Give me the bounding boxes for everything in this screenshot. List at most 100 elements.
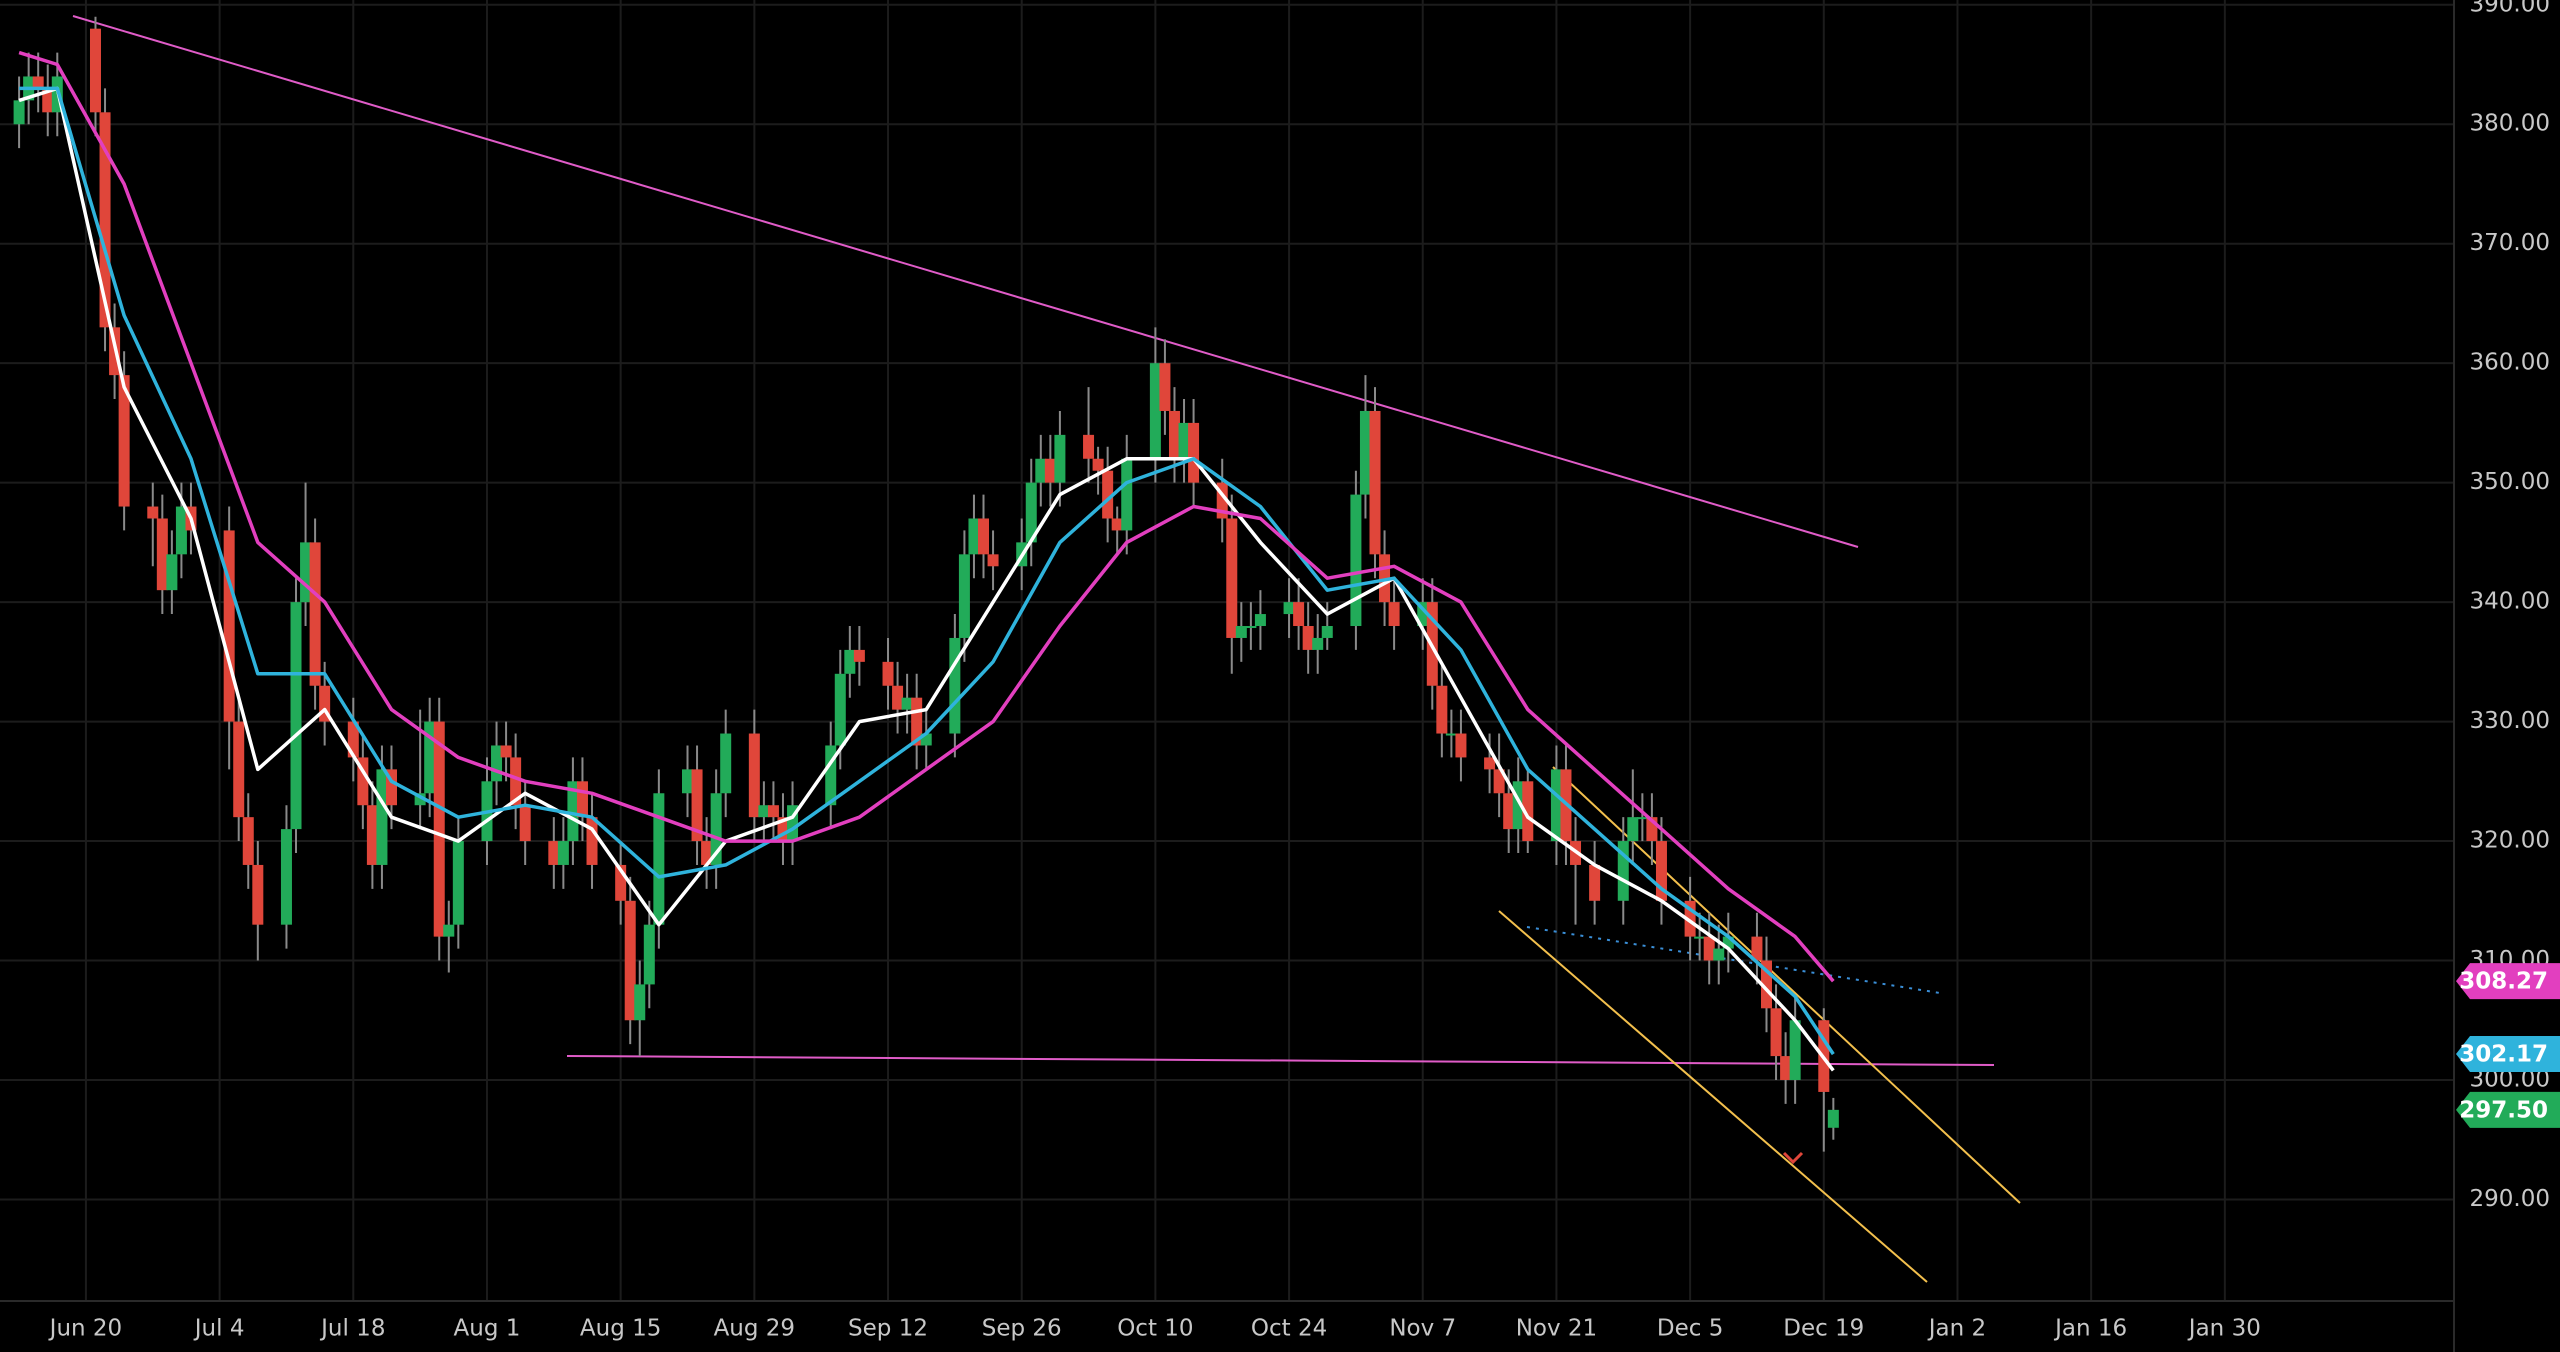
candle-body: [1417, 602, 1429, 627]
candle-body: [1703, 936, 1715, 961]
candle-body: [624, 900, 636, 1021]
x-tick-label: Oct 24: [1251, 1316, 1327, 1342]
candle-body: [1149, 363, 1161, 459]
candle-body: [1388, 602, 1400, 627]
candle-body: [1044, 458, 1056, 483]
y-tick-label: 360.00: [2470, 350, 2550, 376]
candle-body: [720, 733, 732, 794]
candle-body: [452, 841, 464, 925]
price-tag-label: 302.17: [2459, 1042, 2548, 1068]
candle-body: [1445, 733, 1457, 736]
candle-body: [89, 28, 101, 113]
candle-body: [1722, 936, 1734, 949]
candle-body: [968, 518, 980, 555]
candle-body: [1025, 482, 1037, 543]
candle-body: [557, 841, 569, 865]
y-tick-label: 380.00: [2470, 111, 2550, 137]
x-tick-label: Nov 21: [1516, 1316, 1597, 1342]
candle-body: [1216, 482, 1228, 519]
candle-body: [1254, 614, 1266, 627]
candle-body: [1283, 602, 1295, 615]
candle-body: [1302, 626, 1314, 650]
candle-body: [1178, 422, 1190, 459]
candle-body: [118, 375, 130, 507]
candle-body: [1111, 518, 1123, 531]
y-tick-label: 370.00: [2470, 230, 2550, 256]
candle-body: [958, 554, 970, 638]
moving-average-line: [19, 86, 1835, 1056]
candle-body: [844, 649, 856, 674]
y-tick-label: 320.00: [2470, 828, 2550, 854]
candle-body: [710, 793, 722, 865]
candle-body: [1102, 470, 1114, 519]
candle-body: [1827, 1109, 1839, 1128]
candle-body: [1159, 363, 1171, 411]
candle-body: [519, 805, 531, 842]
candle-body: [615, 864, 627, 901]
candle-body: [634, 984, 646, 1021]
candle-body: [653, 793, 665, 925]
candle-body: [280, 829, 292, 925]
candle-body: [643, 924, 655, 985]
candle-body: [1655, 841, 1667, 901]
candle-body: [1684, 900, 1696, 937]
candle-body: [166, 554, 178, 591]
y-tick-label: 350.00: [2470, 469, 2550, 495]
x-tick-label: Jul 18: [319, 1316, 385, 1342]
candle-body: [242, 817, 254, 865]
candle-body: [1770, 1008, 1782, 1057]
candle-body: [175, 506, 187, 555]
candle-body: [1617, 841, 1629, 901]
support-line: [566, 1055, 1995, 1066]
candle-body: [376, 769, 388, 865]
channel-line: [1498, 910, 1928, 1283]
x-tick-label: Jun 20: [48, 1316, 123, 1342]
candle-body: [42, 88, 54, 113]
price-tag: [2456, 1036, 2560, 1073]
candle-body: [920, 733, 932, 746]
candle-body: [892, 685, 904, 710]
candle-body: [347, 721, 359, 758]
x-tick-label: Jan 2: [1927, 1316, 1986, 1342]
candle-body: [1054, 434, 1066, 483]
axes: Jun 20 Jul 4 Jul 18 Aug 1 Aug 15 Aug 29 Sep 12…: [48, 0, 2550, 1342]
candle-body: [834, 673, 846, 746]
price-tag-label: 308.27: [2459, 969, 2548, 995]
candle-body: [223, 530, 235, 722]
price-tag: [2456, 963, 2560, 1000]
candle-body: [1035, 458, 1047, 483]
candle-body: [758, 805, 770, 818]
candle-body: [1589, 864, 1601, 901]
candle-body: [1226, 518, 1238, 638]
candle-body: [1760, 960, 1772, 1009]
candle-body: [1694, 936, 1706, 939]
moving-average-line: [18, 50, 1835, 983]
candle-body: [233, 721, 245, 818]
candle-body: [252, 864, 264, 925]
candle-body: [443, 924, 455, 937]
candle-body: [1503, 793, 1515, 830]
candle-body: [1751, 936, 1763, 961]
candle-body: [787, 805, 799, 842]
y-tick-label: 330.00: [2470, 708, 2550, 734]
candle-body: [424, 721, 436, 794]
candle-body: [1627, 817, 1639, 842]
candle-body: [1293, 602, 1305, 627]
candle-body: [1369, 410, 1381, 555]
candle-body: [309, 542, 321, 686]
candle-body: [1550, 769, 1562, 842]
candle-body: [1168, 410, 1180, 459]
candle-body: [300, 542, 312, 603]
candle-body: [366, 805, 378, 865]
x-tick-label: Sep 26: [982, 1316, 1062, 1342]
candle-body: [156, 518, 168, 591]
x-tick-label: Nov 7: [1389, 1316, 1456, 1342]
candle-body: [357, 757, 369, 806]
candle-body: [1646, 817, 1658, 842]
candle-body: [576, 781, 588, 818]
candle-body: [1455, 733, 1467, 758]
candle-body: [32, 76, 44, 89]
candle-body: [1235, 626, 1247, 638]
candle-body: [911, 697, 923, 746]
